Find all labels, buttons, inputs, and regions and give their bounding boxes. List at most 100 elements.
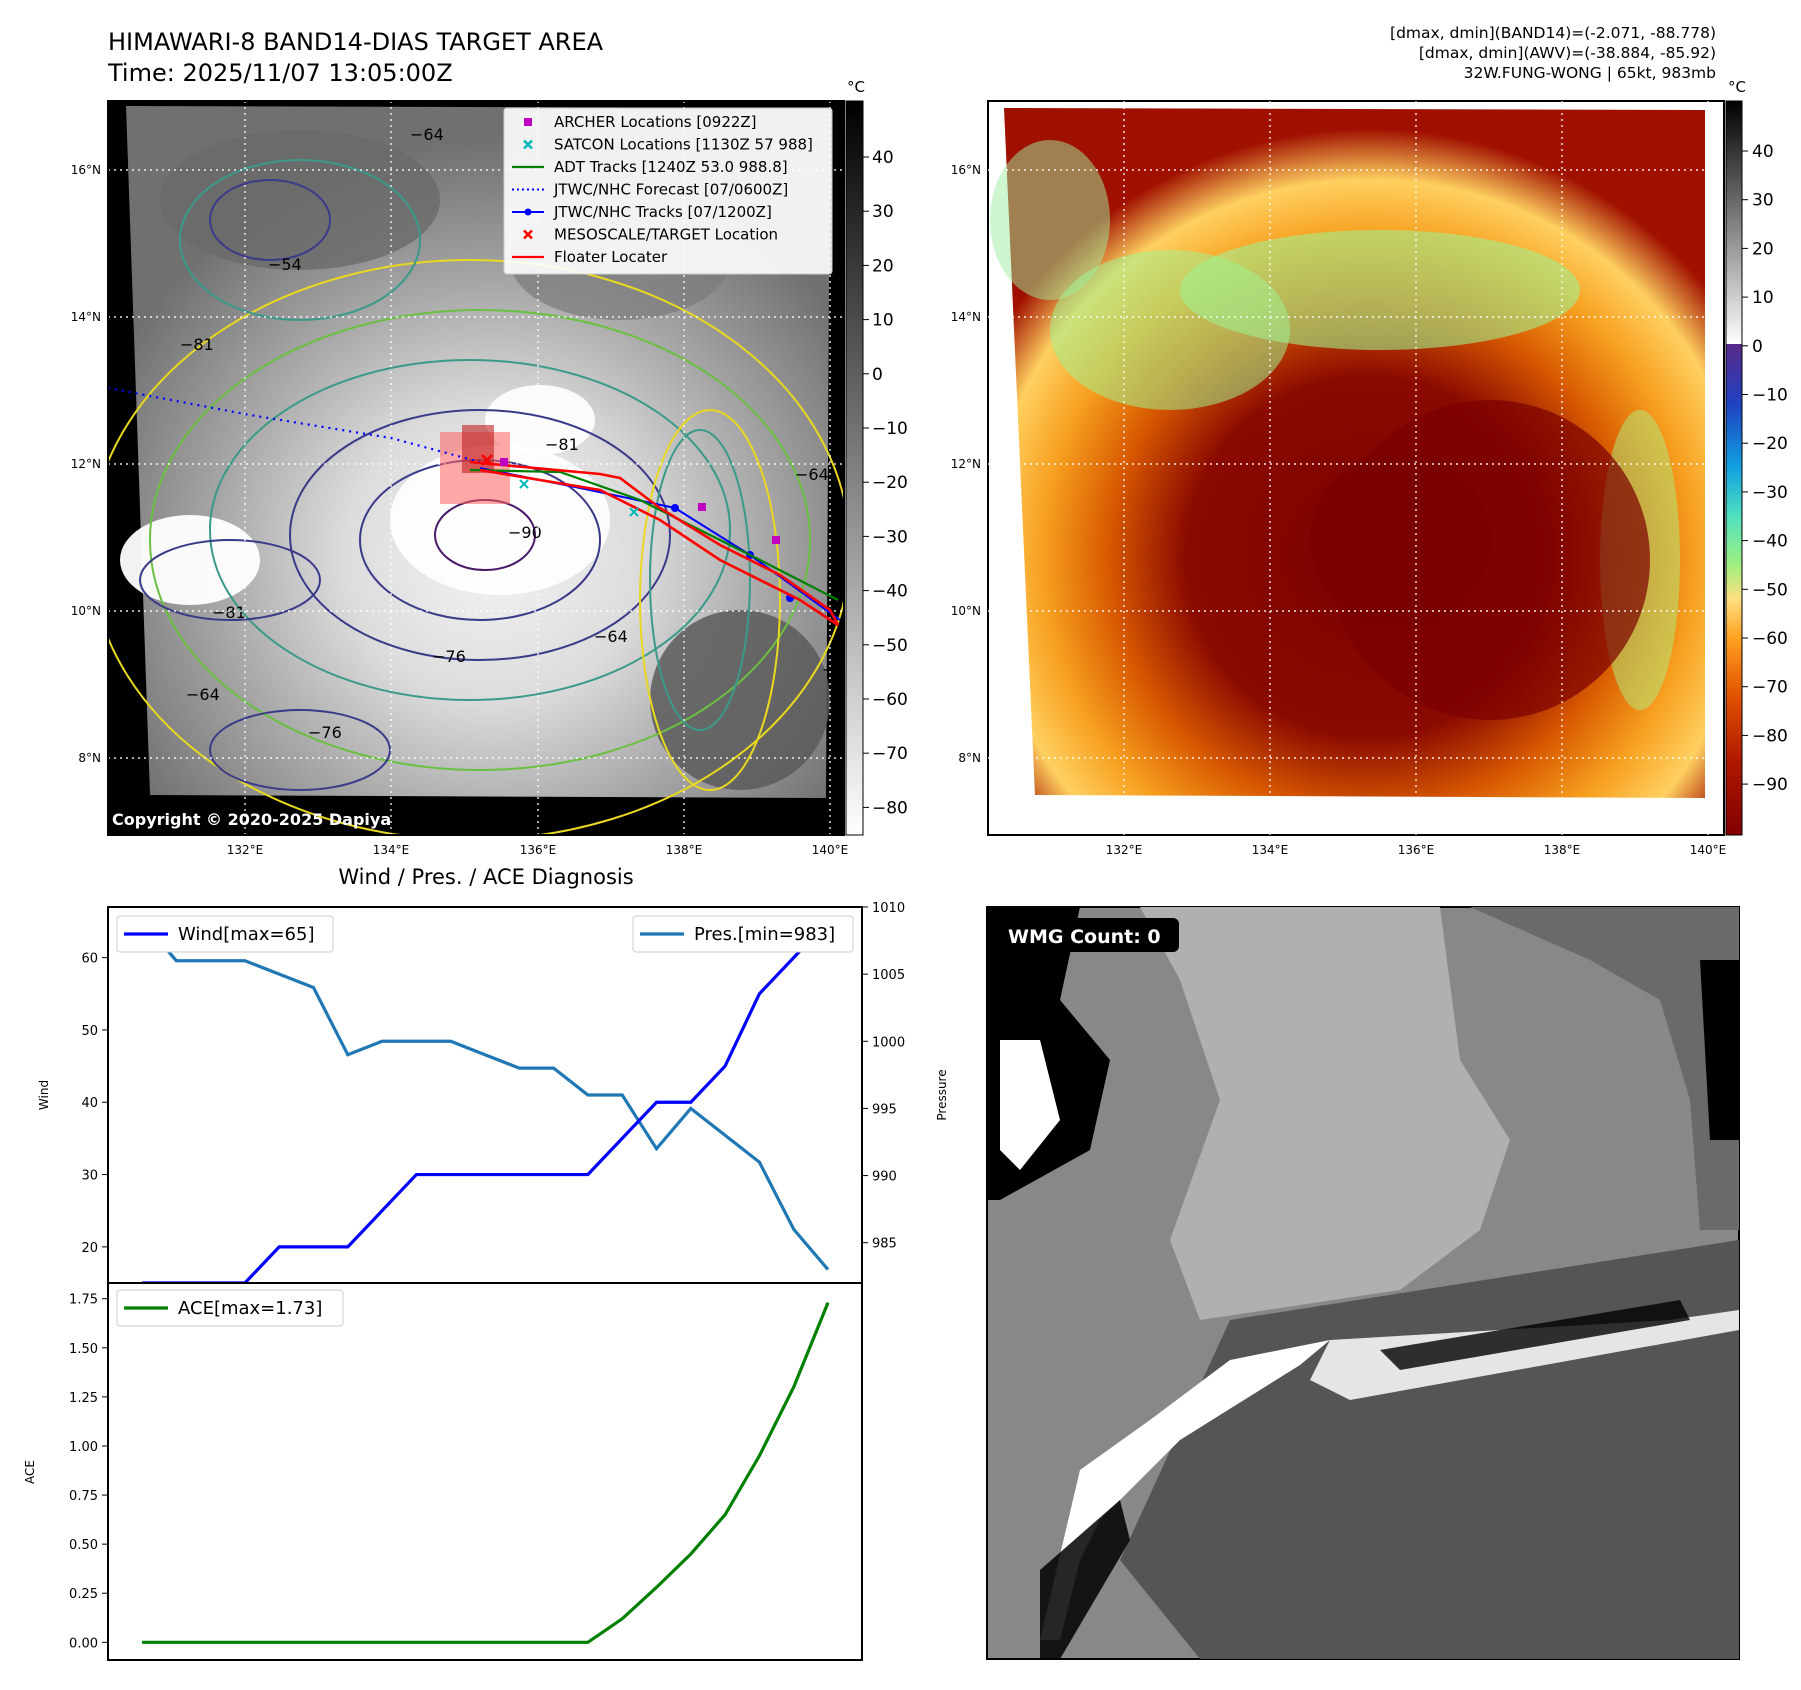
ace-axis-label: ACE [23, 1460, 37, 1484]
legend-entry: SATCON Locations [1130Z 57 988] [523, 136, 813, 154]
contour-label: −64 [186, 685, 220, 704]
contour-label: −54 [268, 255, 302, 274]
lat-label: 16°N [71, 163, 101, 177]
colorbar-unit: °C [847, 78, 865, 96]
legend-label: SATCON Locations [1130Z 57 988] [554, 136, 813, 154]
lon-label: 138°E [1544, 843, 1581, 857]
wind-tick: 40 [81, 1096, 98, 1111]
colorbar-tick: −80 [1752, 726, 1788, 746]
pressure-tick: 990 [872, 1170, 897, 1185]
ace-tick: 0.00 [69, 1636, 98, 1651]
colorbar-tick: 0 [1752, 337, 1763, 357]
wind-series-line [142, 920, 830, 1285]
diagnosis-title: Wind / Pres. / ACE Diagnosis [338, 865, 633, 889]
stats-awv: [dmax, dmin](AWV)=(-38.884, -85.92) [1419, 44, 1716, 62]
ace-tick: 1.00 [69, 1440, 98, 1455]
colorbar-tick: −40 [1752, 532, 1788, 552]
colorbar-tick: −40 [872, 582, 908, 602]
colorbar-tick: 40 [1752, 142, 1774, 162]
lon-label: 132°E [1106, 843, 1143, 857]
legend-label: Floater Locater [554, 248, 668, 266]
colorbar-tick: 0 [872, 365, 883, 385]
contour-label: −81 [545, 435, 579, 454]
colorbar-tick: −10 [1752, 386, 1788, 406]
map1-lon-labels: 132°E 134°E 136°E 138°E 140°E [227, 843, 849, 857]
contour-label: −81 [212, 603, 246, 622]
stats-storm: 32W.FUNG-WONG | 65kt, 983mb [1464, 64, 1716, 82]
colorbar-tick: −30 [1752, 483, 1788, 503]
pressure-tick: 1000 [872, 1035, 905, 1050]
colorbar-tick: 40 [872, 148, 894, 168]
lon-label: 132°E [227, 843, 264, 857]
ace-tick: 1.75 [69, 1293, 98, 1308]
contour-label: −76 [308, 723, 342, 742]
ace-series-line [142, 1302, 830, 1644]
legend-label: ADT Tracks [1240Z 53.0 988.8] [554, 158, 788, 176]
colorbar-tick: 30 [1752, 191, 1774, 211]
ir-map-panel: −64 −54 −81 −76 −90 −64 −81 −64 −76 −51 … [71, 100, 856, 857]
figure-title: HIMAWARI-8 BAND14-DIAS TARGET AREA [108, 28, 604, 56]
wind-legend: Wind[max=65] [116, 915, 334, 953]
ace-chart: 0.00 0.25 0.50 0.75 1.00 1.25 1.50 1.75 ACE ACE… [23, 1282, 863, 1661]
colorbar-tick: 20 [872, 256, 894, 276]
contour-label: −81 [180, 335, 214, 354]
colorbar-tick: −60 [1752, 629, 1788, 649]
wmg-panel: WMG Count: 0 [986, 906, 1740, 1660]
colorbar-tick: 10 [1752, 288, 1774, 308]
pressure-series-line [140, 919, 830, 1271]
colorbar-tick: 30 [872, 202, 894, 222]
colorbar-tick: −20 [1752, 434, 1788, 454]
pressure-tick: 995 [872, 1102, 897, 1117]
lon-label: 136°E [1398, 843, 1435, 857]
legend-label: JTWC/NHC Tracks [07/1200Z] [553, 203, 772, 221]
lon-label: 136°E [520, 843, 557, 857]
contour-label: −64 [795, 465, 829, 484]
lon-label: 134°E [373, 843, 410, 857]
legend-entry: ARCHER Locations [0922Z] [524, 113, 757, 131]
lon-label: 134°E [1252, 843, 1289, 857]
legend-label: ARCHER Locations [0922Z] [554, 113, 757, 131]
lon-label: 138°E [666, 843, 703, 857]
pressure-legend-label: Pres.[min=983] [694, 924, 835, 945]
wind-tick: 50 [81, 1024, 98, 1039]
lon-label: 140°E [812, 843, 849, 857]
lat-label: 8°N [958, 751, 981, 765]
colorbar-tick: −50 [872, 636, 908, 656]
lat-label: 14°N [951, 310, 981, 324]
colorbar-tick: −50 [1752, 580, 1788, 600]
lat-label: 10°N [951, 604, 981, 618]
lat-label: 10°N [71, 604, 101, 618]
pressure-axis-label: Pressure [935, 1069, 949, 1120]
wind-pressure-chart: 20 30 40 50 60 985 990 995 1000 1005 1010 Wind Pr… [37, 901, 949, 1285]
legend-entry: JTWC/NHC Tracks [07/1200Z] [512, 203, 772, 221]
colorbar-gray: °C 40 30 20 10 0 −10 −20 −30 −40 −50 −60 −70 −80 [845, 78, 908, 836]
legend-marker [512, 208, 544, 216]
contour-label: −64 [594, 627, 628, 646]
contour-label: −51 [822, 660, 856, 679]
lat-label: 12°N [951, 457, 981, 471]
adt-track [469, 468, 839, 601]
wind-tick: 30 [81, 1169, 98, 1184]
colorbar-tick: −60 [872, 690, 908, 710]
ace-tick: 0.50 [69, 1538, 98, 1553]
map2-lat-labels: 16°N 14°N 12°N 10°N 8°N [951, 163, 981, 765]
ace-tick: 0.75 [69, 1489, 98, 1504]
legend-entry: JTWC/NHC Forecast [07/0600Z] [512, 181, 788, 199]
legend-label: JTWC/NHC Forecast [07/0600Z] [553, 181, 788, 199]
map2-lon-labels: 132°E 134°E 136°E 138°E 140°E [1106, 843, 1727, 857]
wind-tick: 20 [81, 1241, 98, 1256]
lat-label: 16°N [951, 163, 981, 177]
legend-entry: Floater Locater [512, 248, 668, 266]
ace-legend: ACE[max=1.73] [116, 1289, 344, 1327]
legend-entry: MESOSCALE/TARGET Location [523, 226, 778, 244]
map-legend: ARCHER Locations [0922Z] SATCON Locations… [503, 107, 833, 275]
ace-tick: 1.50 [69, 1342, 98, 1357]
pressure-tick: 1005 [872, 968, 905, 983]
wmg-count-label: WMG Count: 0 [1008, 926, 1161, 948]
floater-locater [469, 460, 840, 627]
colorbar-tick: −10 [872, 419, 908, 439]
figure-time: Time: 2025/11/07 13:05:00Z [107, 59, 453, 87]
colorbar-tick: −70 [872, 744, 908, 764]
contour-label: −76 [432, 647, 466, 666]
colorbar-tick: −30 [872, 527, 908, 547]
